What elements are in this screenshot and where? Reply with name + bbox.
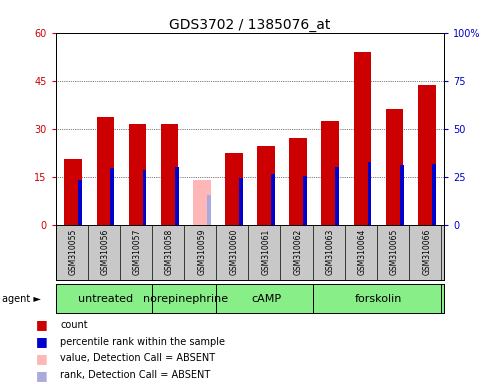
Bar [322,121,339,225]
Text: agent ►: agent ► [2,293,41,304]
Text: ■: ■ [36,318,47,331]
Text: GSM310062: GSM310062 [294,229,303,275]
Bar [78,180,82,225]
Bar [64,159,82,225]
Bar [193,180,211,225]
Bar [418,86,436,225]
Bar [175,167,179,225]
Text: GSM310059: GSM310059 [197,229,206,275]
Text: GSM310065: GSM310065 [390,229,399,275]
Text: GSM310066: GSM310066 [422,229,431,275]
Text: rank, Detection Call = ABSENT: rank, Detection Call = ABSENT [60,370,211,380]
Bar [207,195,211,225]
Text: norepinephrine: norepinephrine [143,293,228,304]
Title: GDS3702 / 1385076_at: GDS3702 / 1385076_at [169,18,331,31]
Bar [335,167,339,225]
Text: GSM310056: GSM310056 [101,229,110,275]
Text: GSM310058: GSM310058 [165,229,174,275]
Text: GSM310055: GSM310055 [69,229,78,275]
Bar [368,162,371,225]
Bar [271,174,275,225]
Text: cAMP: cAMP [251,293,281,304]
Bar [432,164,436,225]
Bar [142,170,146,225]
Text: GSM310057: GSM310057 [133,229,142,275]
Text: percentile rank within the sample: percentile rank within the sample [60,337,225,347]
Bar [400,165,404,225]
Bar [386,109,403,225]
Bar [225,153,243,225]
Text: count: count [60,320,88,330]
Bar [97,118,114,225]
Bar [303,176,307,225]
Bar [257,146,275,225]
Bar [239,178,243,225]
Text: ■: ■ [36,352,47,365]
Text: GSM310060: GSM310060 [229,229,239,275]
Bar [354,52,371,225]
Text: GSM310061: GSM310061 [261,229,270,275]
Text: value, Detection Call = ABSENT: value, Detection Call = ABSENT [60,353,215,364]
Bar [161,124,178,225]
Text: untreated: untreated [78,293,133,304]
Bar [128,124,146,225]
Text: ■: ■ [36,335,47,348]
Text: GSM310064: GSM310064 [358,229,367,275]
Text: GSM310063: GSM310063 [326,229,335,275]
Text: ■: ■ [36,369,47,382]
Bar [111,168,114,225]
Bar [289,138,307,225]
Text: forskolin: forskolin [355,293,402,304]
